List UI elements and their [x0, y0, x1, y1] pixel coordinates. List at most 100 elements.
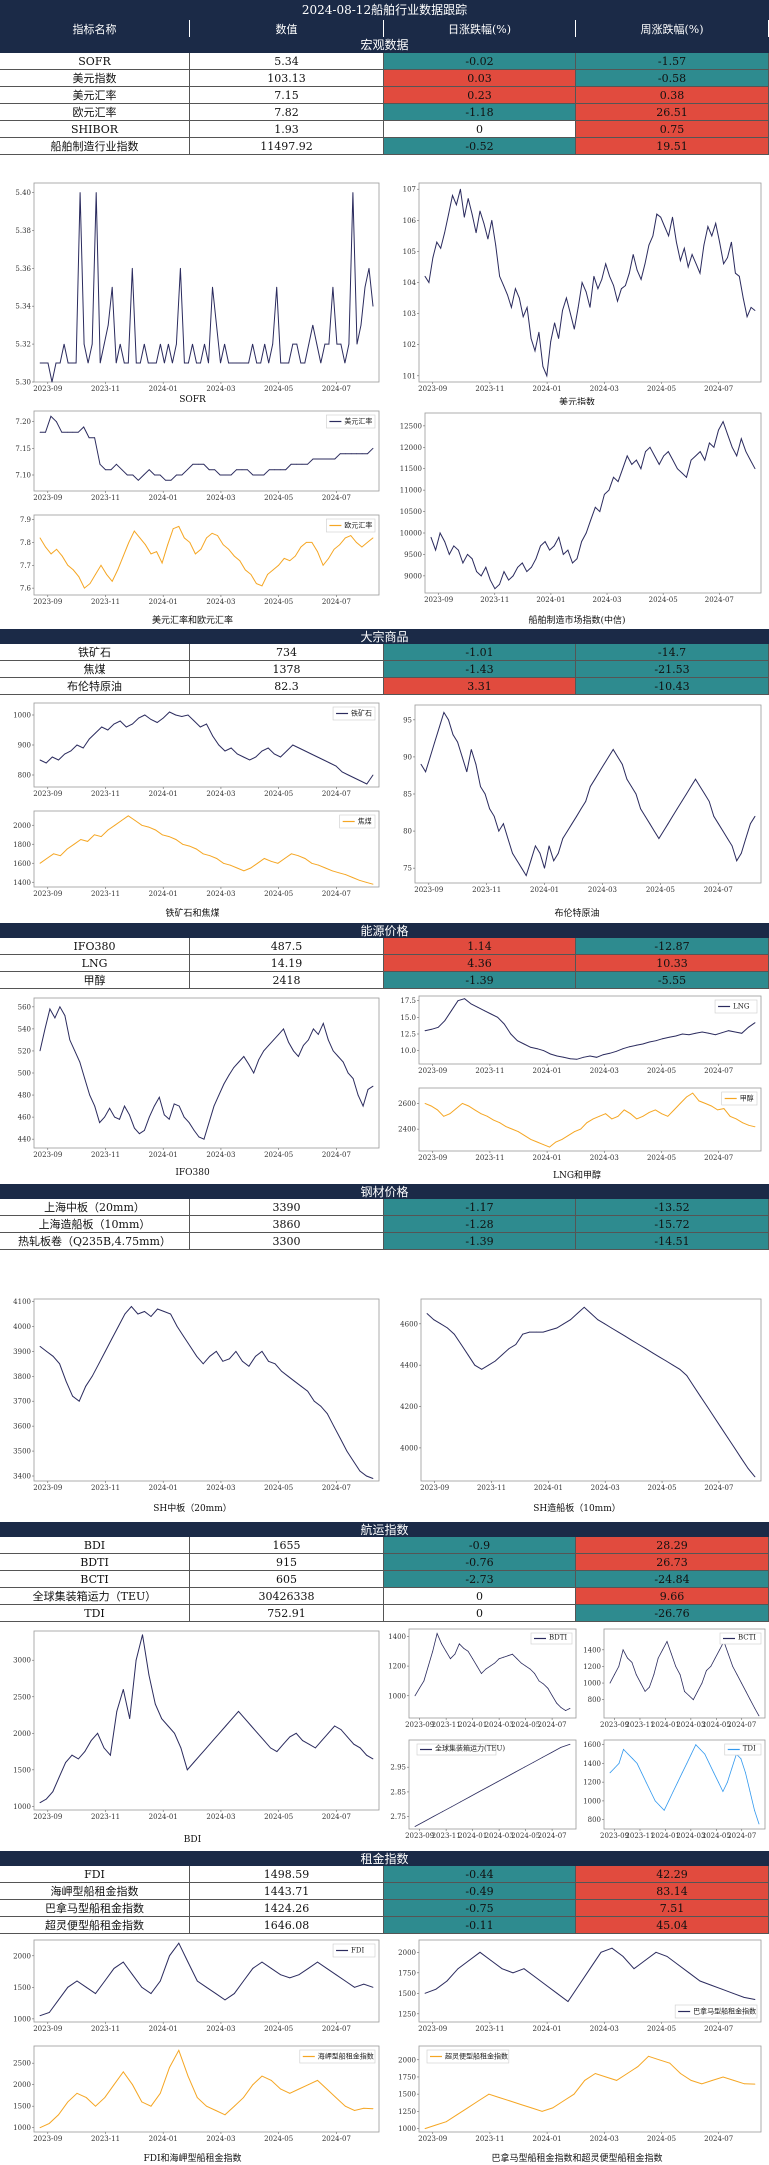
data-point	[350, 453, 352, 455]
data-point	[58, 2114, 59, 2116]
data-point	[501, 1354, 503, 1356]
data-point	[345, 874, 347, 876]
data-point	[699, 451, 701, 452]
data-point	[222, 544, 224, 546]
section-energy: 能源价格	[0, 923, 769, 938]
data-point	[748, 1026, 749, 1028]
data-point	[298, 1974, 300, 1976]
data-point	[270, 860, 272, 862]
data-point	[328, 458, 330, 460]
data-point	[487, 238, 489, 240]
data-point	[521, 562, 523, 564]
data-point	[697, 1691, 698, 1692]
data-point	[213, 1105, 215, 1107]
data-point	[267, 574, 268, 575]
data-point	[690, 2080, 692, 2081]
data-point	[173, 1103, 175, 1105]
data-point	[481, 1673, 482, 1674]
data-point	[244, 1718, 246, 1720]
data-point	[189, 542, 191, 543]
y-tick-label: 560	[18, 1003, 31, 1011]
data-point	[148, 1674, 150, 1676]
y-tick-label: 1200	[583, 1663, 601, 1671]
y-tick-label: 5.34	[15, 303, 31, 311]
data-point	[688, 1695, 690, 1696]
data-point	[636, 459, 637, 461]
data-point	[722, 1791, 724, 1792]
data-point	[699, 1749, 701, 1750]
data-point	[45, 762, 47, 764]
y-tick-label: 1500	[398, 2091, 416, 2099]
data-point	[135, 1659, 137, 1661]
day-change: 0.03	[384, 70, 576, 87]
data-point	[85, 1986, 87, 1988]
data-point	[273, 753, 275, 755]
data-point	[758, 1823, 760, 1825]
data-point	[662, 1038, 663, 1040]
data-point	[546, 375, 548, 377]
x-tick-label: 2024-05	[647, 2025, 676, 2033]
data-point	[718, 429, 719, 431]
indicator-value: 11497.92	[190, 138, 384, 155]
data-point	[71, 362, 73, 364]
x-tick-label: 2024-03	[485, 1832, 514, 1840]
caption-sh-plate: SH中板（20mm）	[153, 1504, 232, 1514]
data-point	[72, 1395, 73, 1397]
data-point	[632, 254, 634, 255]
data-point	[740, 1758, 742, 1760]
data-point	[567, 2001, 569, 2002]
data-point	[58, 759, 59, 761]
data-point	[460, 1801, 461, 1803]
indicator-value: 1646.08	[190, 1917, 384, 1934]
report-title: 2024-08-12船舶行业数据跟踪	[0, 0, 769, 20]
data-point	[597, 1319, 599, 1321]
data-point	[176, 343, 177, 345]
data-point	[258, 474, 259, 476]
data-point	[517, 1040, 518, 1042]
data-point	[467, 1354, 469, 1356]
data-point	[636, 1763, 638, 1764]
data-point	[332, 286, 334, 288]
data-point	[454, 1653, 456, 1655]
data-point	[429, 756, 431, 758]
table-row: IFO380 487.5 1.14 -12.87	[0, 938, 769, 955]
data-point	[243, 2097, 244, 2098]
x-tick-label: 2024-01	[530, 886, 559, 894]
y-tick-label: 107	[403, 186, 416, 194]
data-point	[445, 2121, 447, 2123]
indicator-value: 1.93	[190, 121, 384, 138]
data-point	[366, 783, 368, 785]
data-point	[253, 1072, 255, 1074]
data-point	[252, 2084, 254, 2086]
data-point	[690, 1753, 692, 1755]
week-change: 28.29	[576, 1537, 769, 1554]
y-tick-label: 2.75	[390, 1813, 406, 1821]
data-point	[630, 1113, 631, 1115]
data-point	[60, 855, 61, 857]
data-point	[718, 823, 719, 825]
data-point	[224, 1999, 226, 2001]
caption-ifo: IFO380	[175, 1168, 210, 1178]
data-point	[56, 548, 57, 550]
data-point	[489, 579, 491, 581]
data-point	[164, 362, 165, 364]
data-point	[261, 585, 263, 587]
data-point	[134, 1127, 135, 1129]
data-point	[704, 1103, 706, 1104]
x-tick-label: 2023-11	[91, 2135, 120, 2143]
y-tick-label: 3400	[13, 1473, 31, 1481]
data-point	[414, 1695, 416, 1697]
week-change: 83.14	[576, 1883, 769, 1900]
data-point	[703, 244, 705, 246]
data-point	[126, 474, 128, 476]
data-point	[283, 1028, 284, 1030]
data-point	[655, 1109, 656, 1111]
data-point	[563, 1323, 565, 1325]
data-point	[711, 235, 713, 237]
y-tick-label: 1000	[583, 1797, 601, 1805]
data-point	[578, 1984, 580, 1986]
data-point	[131, 1306, 132, 1307]
data-point	[622, 468, 624, 470]
plot-frame	[33, 1939, 380, 2023]
x-tick-label: 2023-09	[405, 1721, 434, 1729]
